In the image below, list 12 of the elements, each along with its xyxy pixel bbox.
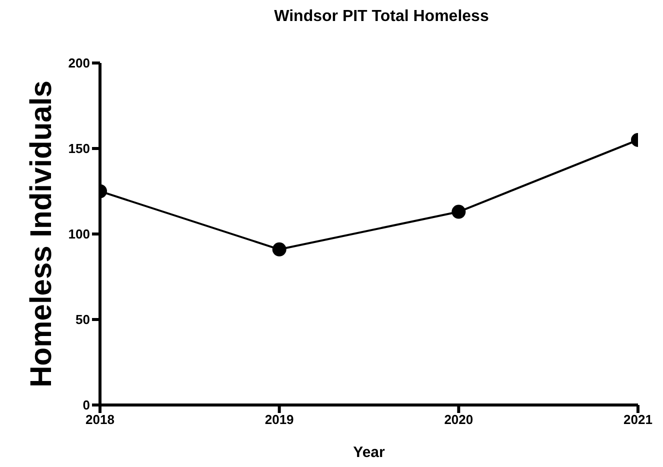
x-axis-title: Year [352, 444, 386, 461]
y-tick-label: 150 [68, 141, 90, 156]
y-tick-label: 100 [68, 226, 90, 242]
x-tick-label: 2020 [444, 412, 474, 428]
y-tick-label: 0 [82, 398, 90, 413]
x-tick-label: 2019 [264, 412, 294, 428]
chart-title: Windsor PIT Total Homeless [273, 8, 490, 26]
y-tick-label: 200 [68, 56, 90, 71]
x-tick-label: 2021 [624, 412, 652, 428]
y-tick-label: 50 [76, 312, 90, 328]
x-tick-label: 2018 [86, 412, 114, 428]
y-axis-title: Homeless Individuals [25, 80, 59, 388]
